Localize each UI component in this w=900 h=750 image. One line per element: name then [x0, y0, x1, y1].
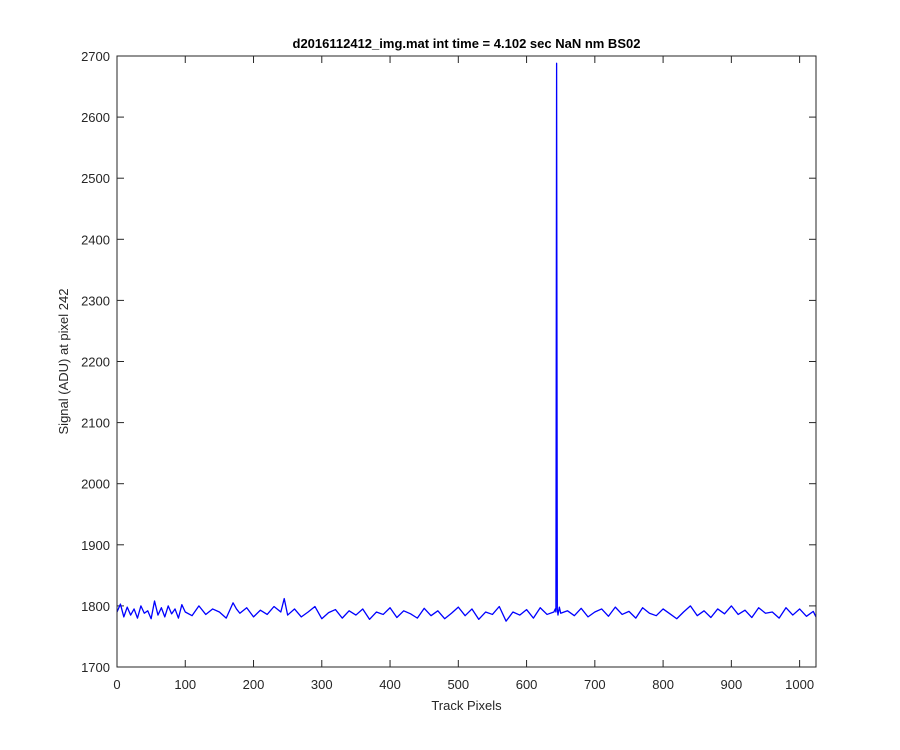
x-tick-label: 600 [516, 677, 538, 692]
axes-box [116, 55, 817, 668]
y-tick-label: 2200 [81, 355, 110, 370]
series-layer [116, 62, 817, 622]
y-axis-label: Signal (ADU) at pixel 242 [56, 289, 71, 435]
x-tick-label: 100 [174, 677, 196, 692]
x-tick-label: 0 [113, 677, 120, 692]
series-line-0 [116, 62, 817, 622]
y-tick-label: 1900 [81, 538, 110, 553]
x-tick-label: 800 [652, 677, 674, 692]
x-tick-label: 1000 [785, 677, 814, 692]
y-tick-label: 1800 [81, 599, 110, 614]
y-tick-label: 1700 [81, 660, 110, 675]
y-tick-label: 2500 [81, 171, 110, 186]
x-tick-label: 300 [311, 677, 333, 692]
y-tick-label: 2400 [81, 232, 110, 247]
x-tick-label: 900 [721, 677, 743, 692]
y-tick-label: 2100 [81, 416, 110, 431]
y-tick-label: 2300 [81, 293, 110, 308]
x-tick-label: 400 [379, 677, 401, 692]
chart-title: d2016112412_img.mat int time = 4.102 sec… [293, 36, 641, 51]
plot-area [117, 56, 816, 667]
y-tick-label: 2600 [81, 110, 110, 125]
x-tick-label: 500 [447, 677, 469, 692]
y-axis-ticks: 1700 1800 1900 2000 2100 2200 2300 2400 2500 2600… [81, 49, 816, 675]
x-tick-label: 200 [243, 677, 265, 692]
x-axis-ticks: 0 100 200 300 400 500 600 700 800 900 1000 [113, 56, 814, 692]
y-tick-label: 2000 [81, 477, 110, 492]
x-axis-label: Track Pixels [431, 698, 502, 713]
x-tick-label: 700 [584, 677, 606, 692]
y-tick-label: 2700 [81, 49, 110, 64]
